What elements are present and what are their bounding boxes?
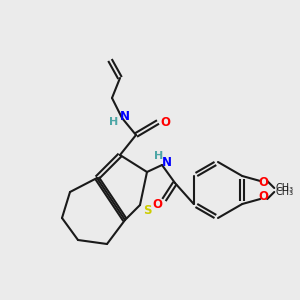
Text: N: N (162, 155, 172, 169)
Text: CH₃: CH₃ (275, 183, 293, 193)
Text: S: S (143, 203, 151, 217)
Text: O: O (152, 199, 162, 212)
Text: N: N (120, 110, 130, 124)
Text: O: O (258, 176, 268, 190)
Text: H: H (154, 151, 164, 161)
Text: O: O (160, 116, 170, 130)
Text: H: H (110, 117, 118, 127)
Text: O: O (258, 190, 268, 203)
Text: CH₃: CH₃ (275, 187, 293, 197)
